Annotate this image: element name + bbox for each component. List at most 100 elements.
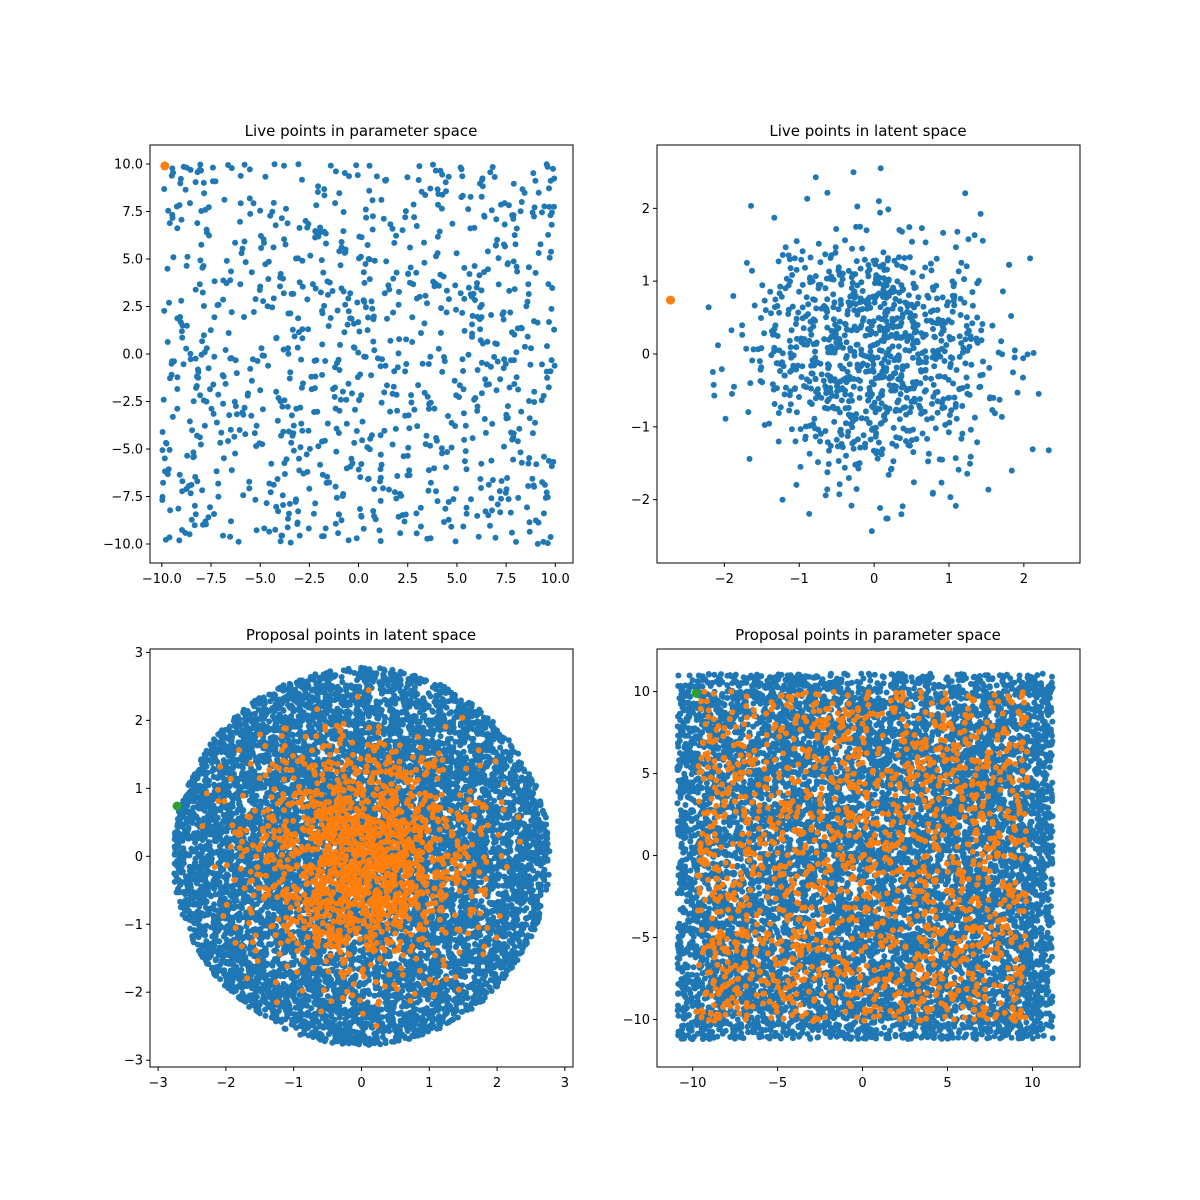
scatter-point [787, 388, 794, 395]
scatter-point [844, 311, 851, 318]
scatter-point [959, 349, 966, 356]
scatter-point [202, 206, 209, 213]
scatter-point [448, 419, 455, 426]
scatter-point [340, 288, 347, 295]
scatter-point [793, 481, 800, 488]
scatter-point [801, 336, 808, 343]
scatter-point [779, 359, 786, 366]
scatter-point [298, 356, 305, 363]
scatter-point [932, 425, 939, 432]
scatter-point [851, 323, 858, 330]
scatter-point [914, 322, 921, 328]
scatter-point [277, 283, 283, 290]
scatter-point [203, 398, 210, 405]
scatter-point [413, 223, 420, 229]
y-tick-label: −7.5 [111, 490, 143, 505]
scatter-point [442, 505, 449, 512]
scatter-point [394, 407, 401, 414]
scatter-point [381, 427, 388, 434]
scatter-point [889, 305, 896, 312]
scatter-point [915, 294, 922, 301]
scatter-point [917, 405, 924, 412]
scatter-point [164, 339, 171, 345]
scatter-point [913, 436, 920, 442]
scatter-point [421, 239, 427, 246]
scatter-point [858, 346, 865, 353]
scatter-point [338, 517, 345, 524]
scatter-point [266, 480, 273, 487]
scatter-point [511, 232, 518, 239]
scatter-point [547, 212, 554, 219]
scatter-point [521, 343, 528, 350]
scatter-point [174, 374, 181, 381]
scatter-point [940, 396, 947, 403]
scatter-point [821, 336, 828, 343]
scatter-point [453, 485, 460, 492]
scatter-point [831, 405, 838, 412]
scatter-point [1045, 447, 1052, 454]
scatter-point [397, 530, 404, 537]
scatter-point [433, 437, 440, 444]
scatter-point [278, 215, 285, 222]
scatter-point [394, 473, 401, 479]
scatter-point [190, 449, 197, 456]
scatter-point [281, 236, 288, 243]
scatter-point [461, 327, 468, 334]
scatter-point [806, 510, 813, 517]
scatter-point [857, 385, 864, 392]
scatter-point [910, 449, 917, 456]
scatter-point [392, 425, 399, 432]
scatter-point [371, 347, 378, 354]
scatter-point [873, 405, 880, 412]
scatter-point [901, 255, 908, 261]
scatter-point [489, 507, 495, 514]
scatter-point [177, 175, 184, 182]
scatter-point [452, 282, 459, 289]
scatter-point [494, 236, 501, 243]
scatter-point [857, 265, 864, 272]
scatter-point [319, 341, 326, 348]
scatter-point [847, 413, 854, 420]
panel-proposal-latent: Proposal points in latent space −3 −2 −1 0 1… [124, 626, 574, 1091]
scatter-point [462, 422, 469, 429]
scatter-point [329, 288, 336, 294]
scatter-point [159, 429, 166, 435]
scatter-point [182, 529, 189, 536]
scatter-point [838, 301, 845, 308]
scatter-point [233, 411, 240, 418]
scatter-point [257, 207, 264, 214]
scatter-point [257, 387, 264, 394]
scatter-point [528, 345, 534, 352]
scatter-point [798, 256, 805, 263]
scatter-point [758, 345, 765, 352]
scatter-point [783, 275, 790, 282]
scatter-point [806, 450, 813, 457]
scatter-point [193, 373, 200, 380]
scatter-point [887, 353, 894, 360]
scatter-point [827, 442, 834, 449]
scatter-point [858, 322, 865, 329]
scatter-point [432, 167, 439, 174]
scatter-point [396, 288, 402, 295]
scatter-point [546, 319, 552, 325]
scatter-point [345, 537, 352, 544]
scatter-point [159, 447, 166, 454]
scatter-point [253, 527, 260, 534]
scatter-point [729, 390, 735, 397]
scatter-point [459, 309, 466, 316]
scatter-point [253, 422, 260, 429]
scatter-point [718, 366, 725, 373]
x-tick-label: 2.5 [397, 572, 418, 587]
scatter-point [321, 192, 328, 199]
scatter-point [456, 382, 463, 389]
scatter-point [162, 536, 169, 543]
scatter-point [325, 291, 331, 298]
scatter-point [880, 282, 887, 289]
scatter-point [883, 318, 890, 324]
scatter-point [237, 200, 244, 207]
scatter-point [873, 272, 880, 279]
scatter-point [873, 257, 879, 264]
scatter-point [355, 319, 362, 326]
scatter-point [854, 365, 861, 371]
scatter-point [545, 281, 552, 288]
